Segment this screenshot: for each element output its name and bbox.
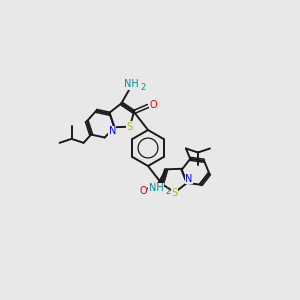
Text: N: N — [185, 174, 193, 184]
Text: O: O — [139, 186, 147, 196]
Text: 2: 2 — [140, 83, 146, 92]
Text: NH: NH — [149, 183, 164, 193]
Text: S: S — [127, 122, 133, 132]
Text: 2: 2 — [165, 187, 170, 196]
Text: O: O — [149, 100, 157, 110]
Text: N: N — [109, 126, 116, 136]
Text: NH: NH — [124, 80, 139, 89]
Text: S: S — [172, 188, 178, 197]
